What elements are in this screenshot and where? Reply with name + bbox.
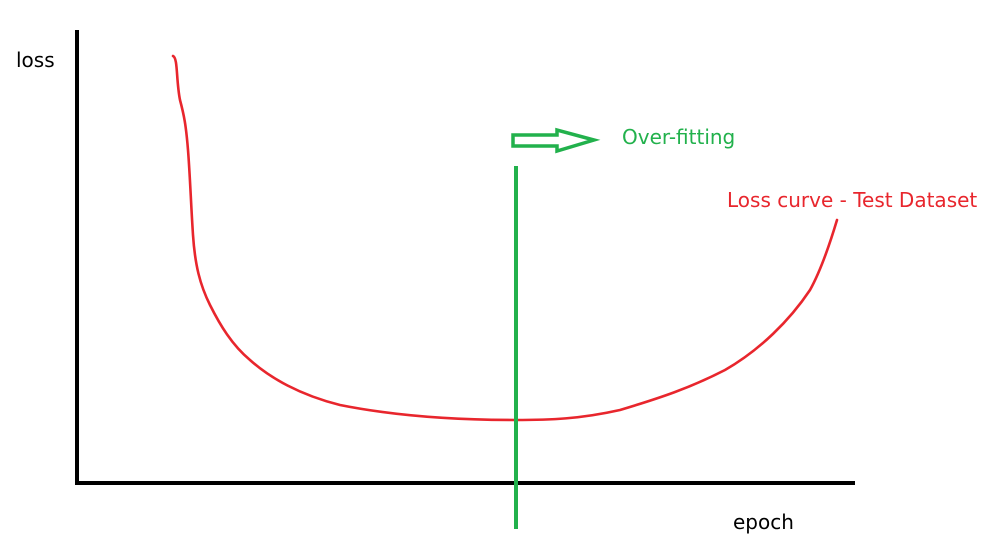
right-arrow-icon bbox=[511, 127, 601, 154]
test-loss-curve-label: Loss curve - Test Dataset bbox=[727, 188, 977, 212]
y-axis-label: loss bbox=[16, 48, 55, 72]
x-axis-label: epoch bbox=[733, 510, 794, 534]
over-fitting-label: Over-fitting bbox=[622, 125, 735, 149]
test-loss-curve bbox=[171, 54, 839, 422]
